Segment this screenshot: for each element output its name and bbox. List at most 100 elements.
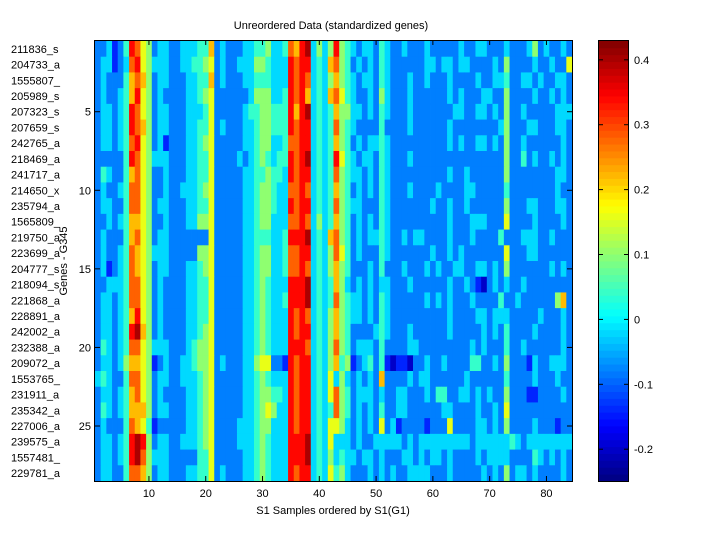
heatmap-cell xyxy=(498,386,505,403)
heatmap-cell xyxy=(191,292,198,309)
heatmap-cell xyxy=(293,355,300,372)
heatmap-cell xyxy=(219,151,227,168)
heatmap-cell xyxy=(208,166,215,183)
heatmap-cell xyxy=(225,229,232,246)
heatmap-cell xyxy=(503,371,510,388)
heatmap-cell xyxy=(163,386,170,403)
heatmap-cell xyxy=(202,371,209,388)
heatmap-cell xyxy=(407,213,414,230)
heatmap-cell xyxy=(316,182,323,199)
heatmap-cell xyxy=(157,355,164,372)
heatmap-cell xyxy=(299,433,306,450)
heatmap-cell xyxy=(310,41,317,58)
heatmap-cell xyxy=(327,166,334,183)
heatmap-cell xyxy=(299,465,306,482)
heatmap-cell xyxy=(106,465,113,482)
heatmap-cell xyxy=(401,386,408,403)
heatmap-cell xyxy=(413,245,420,262)
heatmap-cell xyxy=(452,198,459,215)
gene-label: 207659_s xyxy=(11,122,60,134)
colorbar-segment xyxy=(599,439,629,448)
heatmap-cell xyxy=(339,41,346,58)
heatmap-cell xyxy=(543,166,550,183)
heatmap-cell xyxy=(208,355,215,372)
heatmap-cell xyxy=(157,41,164,58)
heatmap-cell xyxy=(310,433,317,450)
heatmap-cell xyxy=(344,355,351,372)
heatmap-cell xyxy=(310,465,317,482)
heatmap-cell xyxy=(271,245,278,262)
heatmap-cell xyxy=(361,276,368,293)
heatmap-cell xyxy=(475,371,482,388)
heatmap-cell xyxy=(299,135,306,152)
heatmap-cell xyxy=(310,182,317,199)
heatmap-cell xyxy=(248,88,255,105)
heatmap-cell xyxy=(299,276,306,293)
heatmap-cell xyxy=(112,308,119,325)
heatmap-cell xyxy=(282,166,289,183)
heatmap-cell xyxy=(418,402,425,419)
heatmap-cell xyxy=(430,103,437,120)
heatmap-cell xyxy=(526,292,533,309)
heatmap-cell xyxy=(202,72,209,89)
heatmap-cell xyxy=(475,339,482,356)
heatmap-cell xyxy=(418,119,425,136)
heatmap-cell xyxy=(151,198,158,215)
colorbar-segment xyxy=(599,171,629,179)
heatmap-cell xyxy=(560,245,567,262)
heatmap-cell xyxy=(248,418,255,435)
heatmap-cell xyxy=(202,402,209,419)
heatmap-cell xyxy=(418,449,425,466)
heatmap-cell xyxy=(254,276,261,293)
heatmap-cell xyxy=(316,119,323,136)
heatmap-cell xyxy=(117,119,124,136)
heatmap-cell xyxy=(191,229,198,246)
heatmap-cell xyxy=(123,198,130,215)
heatmap-cell xyxy=(112,261,119,278)
heatmap-cell xyxy=(435,88,442,105)
colorbar-segment xyxy=(599,302,629,310)
heatmap-cell xyxy=(112,355,119,372)
heatmap-cell xyxy=(486,182,493,199)
heatmap-cell xyxy=(288,135,295,152)
heatmap-cell xyxy=(174,182,181,199)
heatmap-cell xyxy=(481,103,488,120)
heatmap-cell xyxy=(271,465,278,482)
heatmap-cell xyxy=(316,292,323,309)
heatmap-cell xyxy=(458,166,465,183)
heatmap-cell xyxy=(333,449,340,466)
heatmap-cell xyxy=(509,88,516,105)
heatmap-cell xyxy=(112,402,119,419)
heatmap-cell xyxy=(151,135,158,152)
heatmap-cell xyxy=(413,88,420,105)
heatmap-cell xyxy=(486,198,493,215)
heatmap-cell xyxy=(344,56,351,73)
heatmap-cell xyxy=(361,355,368,372)
heatmap-cell xyxy=(537,151,545,168)
heatmap-cell xyxy=(554,433,562,450)
heatmap-cell xyxy=(333,465,340,482)
colorbar-tick-label: -0.2 xyxy=(634,444,653,456)
heatmap-cell xyxy=(549,433,556,450)
colorbar-segment xyxy=(599,419,629,427)
heatmap-cell xyxy=(549,229,556,246)
heatmap-cell xyxy=(537,261,545,278)
heatmap-cell xyxy=(554,465,562,482)
heatmap-cell xyxy=(344,41,351,58)
heatmap-cell xyxy=(112,41,119,58)
heatmap-cell xyxy=(163,402,170,419)
heatmap-cell xyxy=(350,72,357,89)
heatmap-cell xyxy=(458,229,465,246)
heatmap-cell xyxy=(509,56,516,73)
heatmap-cell xyxy=(163,449,170,466)
heatmap-cell xyxy=(350,198,357,215)
heatmap-cell xyxy=(225,166,232,183)
heatmap-cell xyxy=(503,402,510,419)
heatmap-cell xyxy=(532,261,539,278)
heatmap-cell xyxy=(554,135,562,152)
heatmap-cell xyxy=(390,276,397,293)
heatmap-cell xyxy=(458,308,465,325)
colorbar-segment xyxy=(599,474,629,482)
heatmap-cell xyxy=(271,418,278,435)
heatmap-cell xyxy=(390,261,397,278)
